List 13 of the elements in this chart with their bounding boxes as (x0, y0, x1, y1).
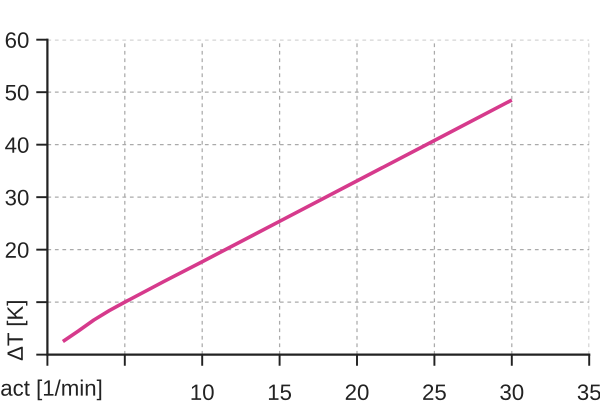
x-tick-label: 10 (192, 384, 214, 400)
y-axis-title: ΔT [K] (6, 301, 28, 360)
y-tick-label: 40 (5, 137, 28, 153)
line-series (61, 98, 514, 344)
x-tick-label: 15 (268, 384, 292, 400)
x-axis-title: act [1/min] (1, 380, 102, 400)
x-tick-label: 20 (346, 384, 368, 400)
y-tick-label: 20 (6, 242, 28, 258)
y-tick-label: 30 (5, 190, 28, 206)
y-tick-label: 50 (6, 84, 28, 100)
x-tick-label: 25 (423, 384, 446, 400)
x-tick-label: 30 (500, 384, 524, 400)
y-tick-label: 60 (6, 32, 28, 48)
